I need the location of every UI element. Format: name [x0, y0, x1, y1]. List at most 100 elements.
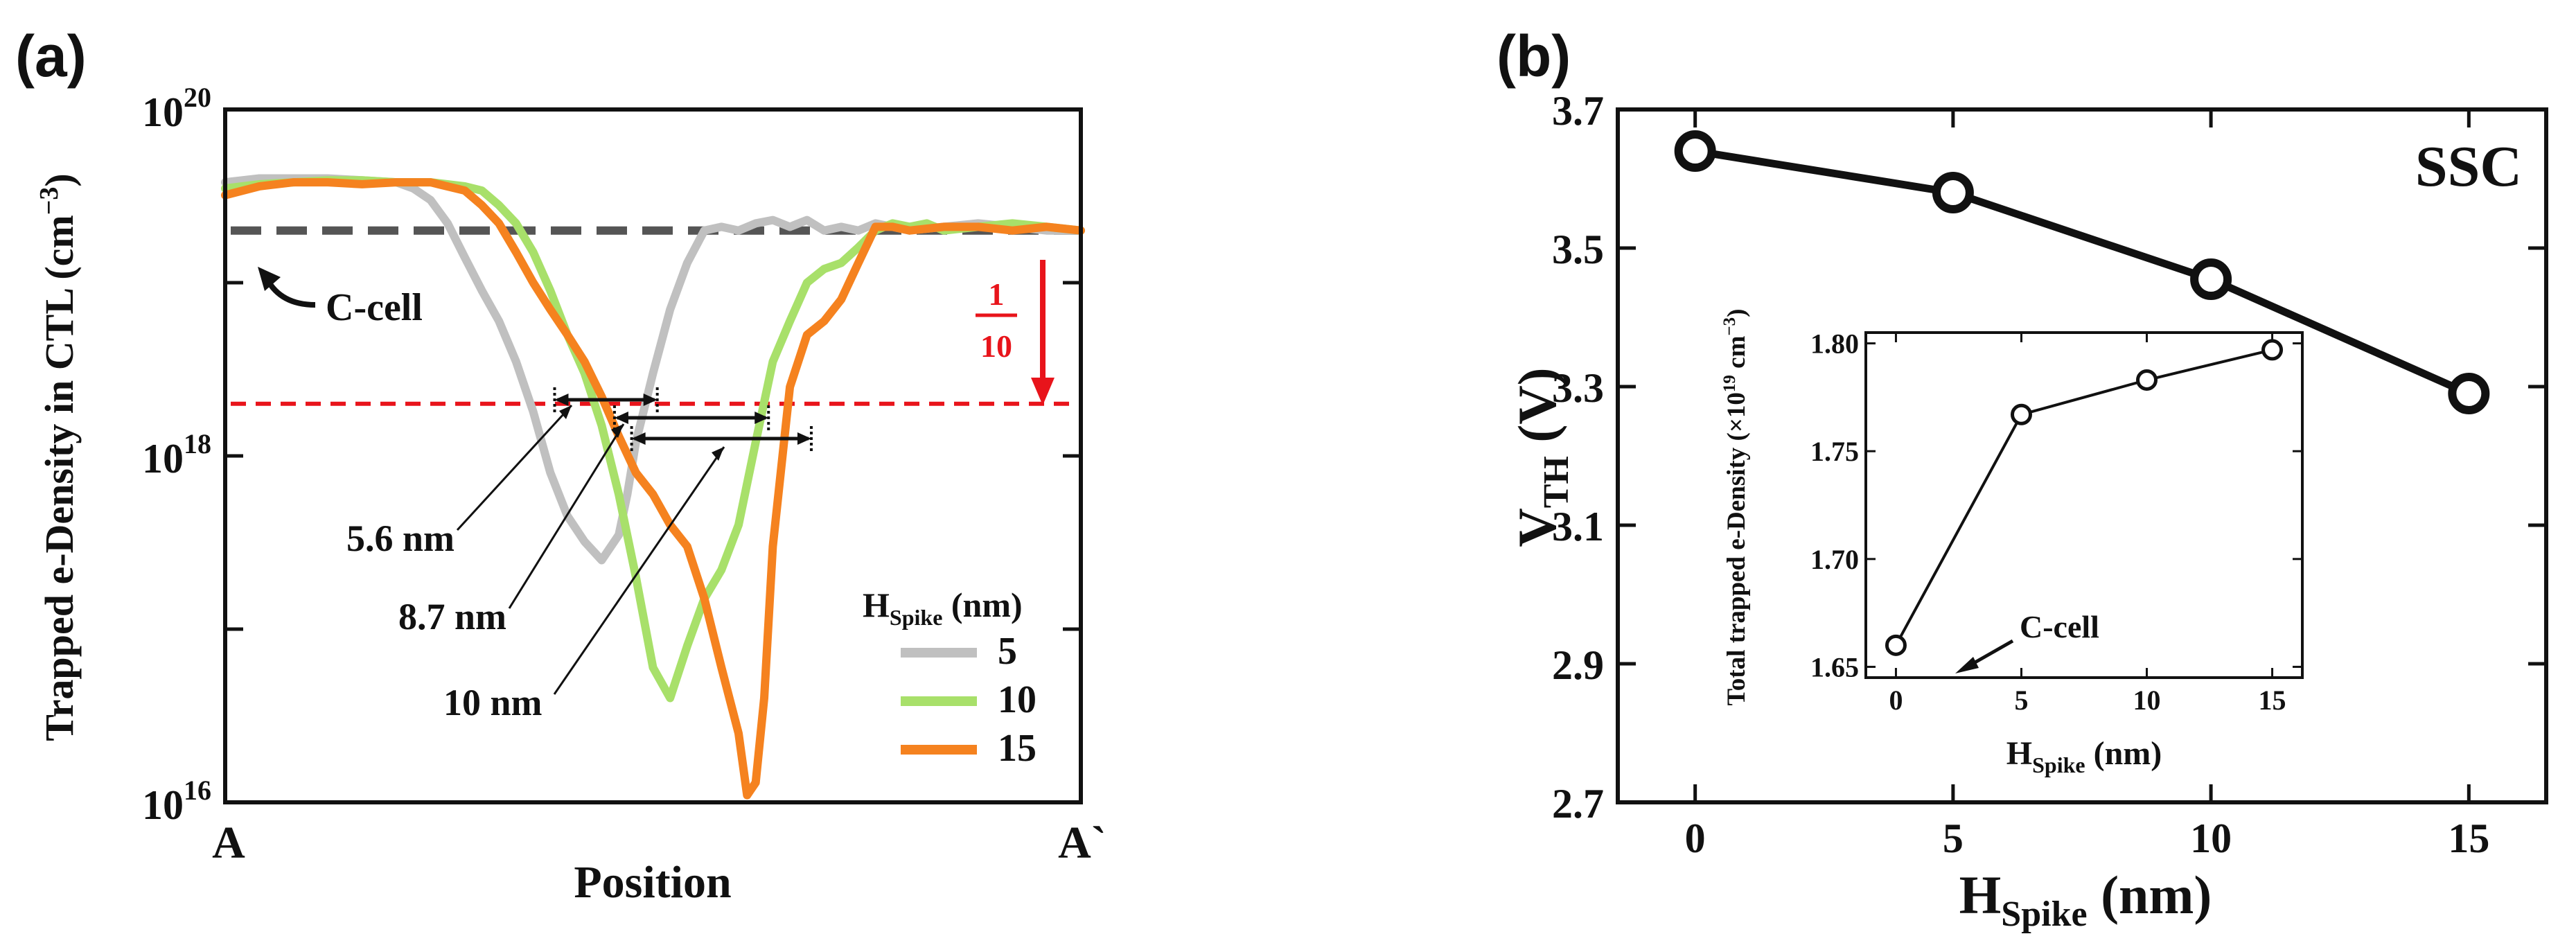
legend-title-sub: Spike: [890, 605, 942, 630]
y-axis-title-b: VTH (V): [1507, 367, 1576, 547]
y-title-b-unit: (V): [1507, 367, 1567, 456]
vth-point-15: [2448, 373, 2490, 414]
inset-c-cell-label: C-cell: [2020, 609, 2099, 644]
x-axis-title-a: Position: [574, 857, 731, 908]
y-tick-label-b-4: 3.5: [1552, 227, 1604, 272]
x-title-b-main: H: [1959, 865, 2002, 925]
y-tick-base: 10: [142, 782, 184, 828]
x-label-end: A`: [1058, 818, 1106, 868]
fraction-numerator: 1: [989, 276, 1005, 312]
inset-point-10: [2136, 369, 2158, 391]
width-label-2: 8.7 nm: [398, 596, 506, 637]
series-line-15: [221, 178, 1085, 800]
vth-point-0: [1674, 130, 1716, 172]
width-arrowhead-left-1: [554, 394, 569, 406]
y-tick-base: 10: [142, 89, 184, 135]
width-leader-head-3: [712, 447, 724, 461]
series-line-5: [221, 174, 1085, 565]
x-axis-title-b: HSpike (nm): [1959, 865, 2212, 934]
inset-y-mid: cm: [1722, 335, 1751, 375]
inset-x-tick-label-2: 10: [2133, 685, 2161, 716]
y-tick-label-b-3: 3.3: [1552, 365, 1604, 411]
width-label-1: 5.6 nm: [346, 518, 455, 559]
inset-y-tick-label-2: 1.75: [1810, 436, 1859, 467]
fraction-denominator: 10: [980, 328, 1012, 364]
vth-point-10: [2190, 258, 2232, 300]
legend-title-main: H: [863, 585, 890, 624]
y-title-b-sub: TH: [1537, 456, 1576, 508]
legend-title-unit: (nm): [942, 585, 1022, 624]
c-cell-label: C-cell: [326, 286, 423, 329]
y-axis-title-a: Trapped e-Density in CTL (cm−3): [35, 173, 82, 741]
legend-label-10: 10: [998, 678, 1036, 721]
x-title-b-unit: (nm): [2088, 865, 2212, 925]
y-tick-label-b-2: 3.1: [1552, 504, 1604, 549]
width-leader-head-1: [559, 405, 572, 419]
inset-y-title: Total trapped e-Density (×1019 cm−3): [1720, 309, 1751, 706]
width-arrowhead-right-3: [797, 432, 811, 445]
inset-x-title-unit: (nm): [2085, 735, 2162, 772]
y-tick-exp: 18: [184, 428, 211, 459]
width-leader-3: [553, 446, 725, 695]
y-tick-label-a-1: 1018: [142, 428, 211, 482]
inset-y-tick-label-3: 1.80: [1810, 328, 1859, 360]
ssc-title: SSC: [2415, 134, 2522, 199]
y-title-a-exp: −3: [35, 187, 64, 215]
plot-frame-b: [1616, 107, 2548, 804]
x-title-b-sub: Spike: [2001, 894, 2087, 934]
y-tick-exp: 20: [184, 82, 211, 113]
width-leader-1: [456, 404, 573, 531]
inset-x-title-main: H: [2006, 735, 2032, 772]
panel-a: (a) C-cell 1 10 5.6 nm 8.7 nm 10 nm HSpike (n…: [15, 24, 1106, 908]
y-title-a-suffix: ): [37, 173, 82, 186]
y-tick-label-b-1: 2.9: [1552, 642, 1604, 688]
y-title-b-main: V: [1507, 508, 1567, 547]
inset-point-0: [1885, 634, 1907, 656]
inset-point-5: [2010, 403, 2032, 425]
inset-x-tick-label-1: 5: [2014, 685, 2028, 716]
x-tick-label-b-3: 15: [2448, 816, 2489, 861]
vth-line: [1694, 147, 2471, 398]
width-arrowhead-left-2: [614, 412, 628, 424]
x-tick-label-b-0: 0: [1685, 816, 1706, 861]
inset-frame: [1864, 331, 2304, 679]
y-tick-exp: 16: [184, 775, 211, 806]
legend-title: HSpike (nm): [863, 585, 1023, 630]
y-tick-base: 10: [142, 436, 184, 482]
legend-label-15: 15: [998, 727, 1036, 770]
width-leader-head-2: [611, 424, 624, 438]
tenth-arrowhead: [1031, 378, 1055, 405]
width-arrowhead-left-3: [631, 432, 646, 445]
inset-y-tick-label-0: 1.65: [1810, 651, 1859, 682]
inset-y-tick-label-1: 1.70: [1810, 544, 1859, 575]
y-tick-label-a-2: 1020: [142, 82, 211, 135]
panel-b-label: (b): [1497, 24, 1571, 89]
y-title-a-prefix: Trapped e-Density in CTL (cm: [37, 215, 82, 741]
inset-x-tick-label-3: 15: [2259, 685, 2286, 716]
y-tick-label-b-0: 2.7: [1552, 781, 1604, 827]
panel-b: (b) 0 5 10 15 2.7 2.9 3.1 3.3 3.5 3.7 SSC HSpike …: [1497, 24, 2548, 934]
width-arrowhead-right-1: [643, 394, 658, 406]
x-tick-label-b-2: 10: [2190, 816, 2232, 861]
inset-x-title-sub: Spike: [2032, 752, 2085, 777]
x-label-start: A: [212, 818, 245, 868]
inset-c-cell-arrowhead: [1955, 657, 1979, 673]
panel-a-label: (a): [15, 24, 87, 89]
x-tick-label-b-1: 5: [1943, 816, 1964, 861]
inset-chart: 0 5 10 15 1.65 1.70 1.75 1.80 HSpike (nm) Total…: [1720, 309, 2304, 777]
legend-label-5: 5: [998, 630, 1017, 673]
width-leader-2: [508, 423, 625, 609]
width-arrowhead-right-2: [755, 412, 769, 424]
inset-x-tick-label-0: 0: [1889, 685, 1903, 716]
vth-point-5: [1932, 172, 1974, 213]
inset-y-exp2: −3: [1720, 317, 1739, 336]
inset-y-exp1: 19: [1720, 375, 1739, 392]
inset-y-prefix: Total trapped e-Density (×10: [1722, 392, 1751, 705]
c-cell-arrowhead: [258, 267, 281, 291]
width-label-3: 10 nm: [443, 682, 542, 723]
inset-line: [1894, 348, 2273, 646]
inset-x-title: HSpike (nm): [2006, 735, 2162, 777]
y-tick-label-b-5: 3.7: [1552, 88, 1604, 134]
inset-point-15: [2261, 339, 2284, 361]
